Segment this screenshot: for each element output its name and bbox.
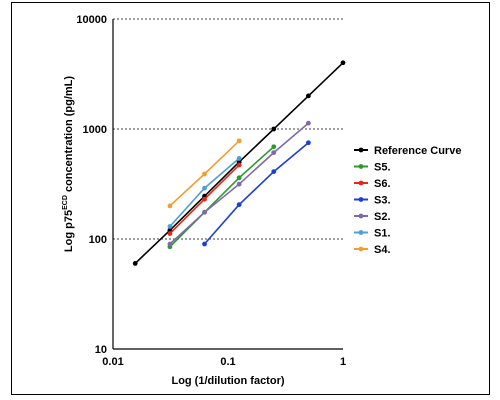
legend-label: S6. [374,178,391,190]
legend-label: S1. [374,228,391,240]
y-axis-title-prefix: Log p75 [63,210,75,252]
data-point [202,196,207,202]
chart-frame: 10 100 1000 10000 0.01 0.1 1 Reference Curve S5… [11,2,490,395]
data-point [202,185,207,191]
series-5 [167,156,242,229]
y-axis-title-suffix: concentration (pg/mL) [63,76,75,196]
y-tick-label: 10000 [76,14,107,26]
axes [112,19,343,350]
data-point [271,144,277,150]
series-1 [167,144,277,250]
data-point [271,150,277,156]
y-axis-title: Log p75ECD concentration (pg/mL) [62,76,75,252]
y-tick-label: 100 [89,234,107,246]
legend-label: S5. [374,162,391,174]
x-axis-title: Log (1/dilution factor) [171,375,284,387]
legend-swatch-marker [358,246,364,252]
data-point [271,126,277,132]
series-line [203,142,309,245]
legend-swatch-marker [358,197,364,202]
legend-swatch-marker [358,213,364,219]
data-point [236,162,242,168]
legend: Reference Curve S5. S6. S3. S2. S1. S4. [354,145,461,256]
data-point [340,60,346,66]
tick-labels: 10 100 1000 10000 0.01 0.1 1 [76,14,346,368]
legend-swatch-marker [358,164,364,169]
series-4 [167,120,311,247]
legend-swatch-marker [358,147,364,153]
series-layer [132,60,346,266]
data-point [236,138,242,144]
data-point [167,231,173,236]
x-tick-label: 0.1 [220,356,235,368]
data-point [202,171,207,177]
series-0 [132,60,346,266]
legend-swatch-marker [358,180,364,186]
data-point [202,209,207,215]
data-point [236,156,242,161]
series-line [169,146,275,248]
series-2 [167,162,242,236]
data-point [305,93,311,99]
legend-label: S2. [374,211,391,223]
series-6 [167,138,242,209]
data-point [167,203,173,209]
data-point [132,261,138,266]
x-tick-label: 1 [340,356,346,368]
data-point [236,202,242,208]
data-point [167,241,173,247]
data-point [167,224,173,229]
data-point [305,140,311,146]
chart: 10 100 1000 10000 0.01 0.1 1 Reference Curve S5… [62,14,461,387]
data-point [271,169,277,174]
series-3 [202,140,311,247]
y-tick-label: 10 [95,344,107,356]
gridlines [113,18,343,240]
y-tick-label: 1000 [83,124,107,136]
data-point [305,120,311,126]
data-point [236,181,242,187]
legend-label: S3. [374,195,391,207]
data-point [236,175,242,181]
x-tick-label: 0.01 [102,356,123,368]
legend-label: Reference Curve [374,145,461,157]
legend-swatch-marker [358,230,364,235]
y-axis-title-superscript: ECD [62,195,69,210]
data-point [202,241,207,247]
legend-label: S4. [374,244,391,256]
